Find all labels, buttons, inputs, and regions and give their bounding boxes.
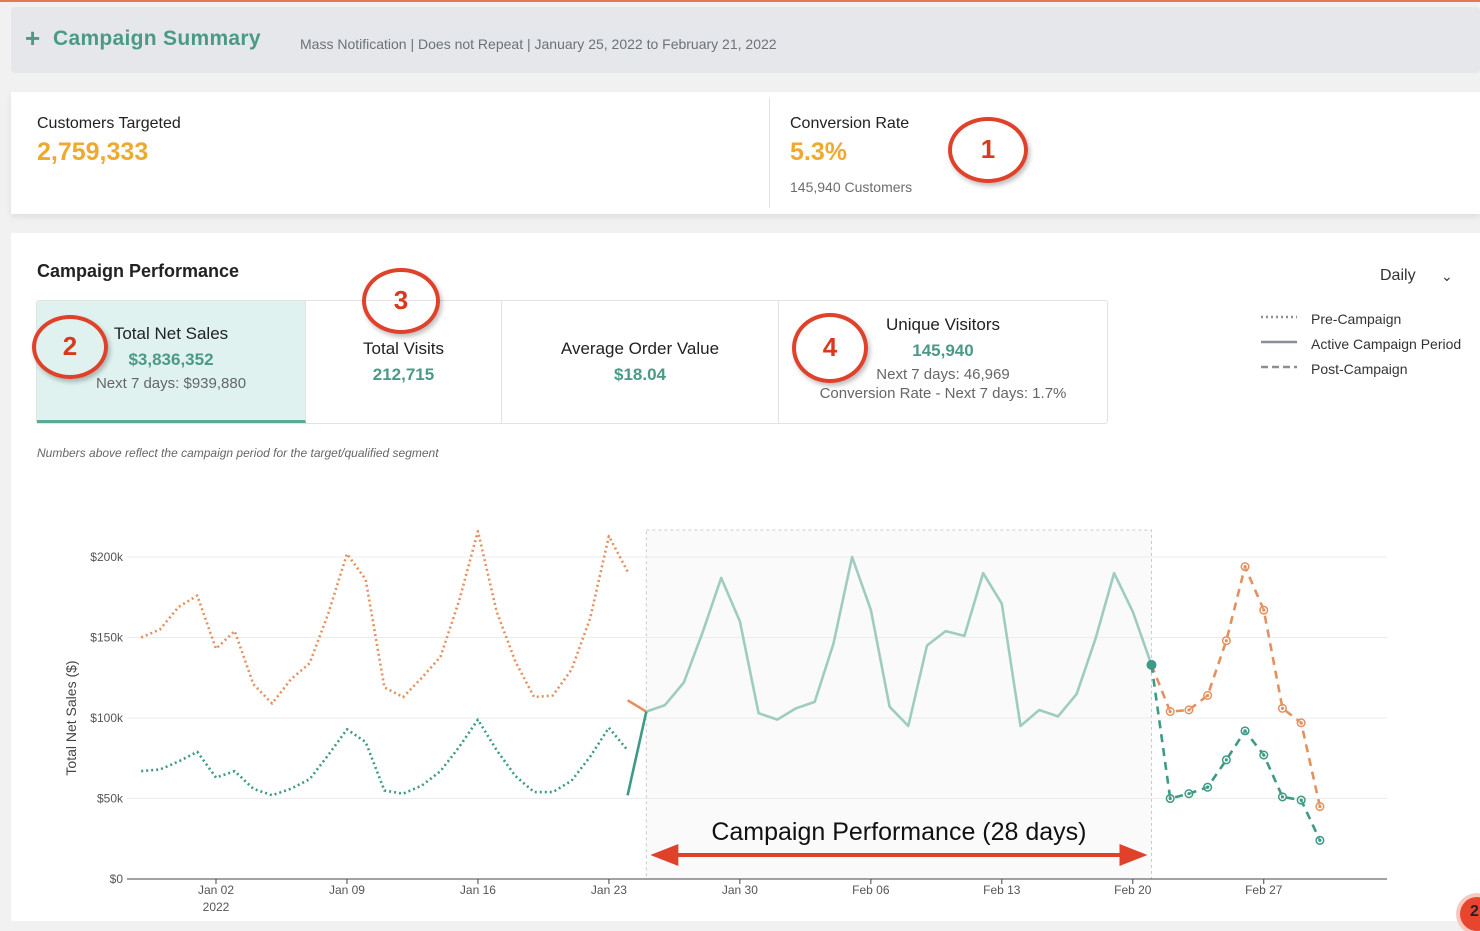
legend-label: Pre-Campaign	[1311, 311, 1402, 327]
series-point-center	[1262, 608, 1266, 612]
annotation-circle-3: 3	[362, 268, 440, 334]
tab-note-secondary: Conversion Rate - Next 7 days: 1.7%	[819, 385, 1067, 402]
tab-value: $3,836,352	[128, 350, 214, 369]
y-tick-label: $200k	[90, 550, 124, 564]
y-tick-label: $100k	[90, 711, 124, 725]
annotation-arrow-head-left	[650, 844, 679, 866]
series-point-center	[1280, 795, 1285, 799]
x-tick-label: Jan 02	[198, 883, 234, 897]
campaign-summary-header[interactable]: + Campaign Summary Mass Notification | D…	[11, 7, 1480, 73]
x-tick-label: Jan 09	[329, 883, 365, 897]
annotation-number: 1	[980, 134, 996, 164]
series-point-center	[1299, 721, 1303, 725]
performance-note: Numbers above reflect the campaign perio…	[37, 446, 439, 460]
tab-label: Unique Visitors	[885, 315, 1001, 334]
chevron-down-icon[interactable]: ⌄	[1441, 268, 1453, 284]
series-line-overall-post	[1150, 565, 1322, 807]
y-tick-label: $150k	[90, 631, 124, 645]
summary-divider	[769, 98, 770, 208]
y-tick-label: $0	[110, 872, 124, 886]
conversion-rate-label: Conversion Rate	[790, 115, 910, 132]
y-tick-label: $50k	[97, 792, 124, 806]
customers-targeted-label: Customers Targeted	[37, 115, 181, 132]
tab-average-order-value[interactable]: Average Order Value $18.04	[502, 301, 779, 423]
tab-label: Total Visits	[363, 339, 444, 358]
series-line-overall-active	[645, 555, 1153, 728]
series-point-center	[1187, 708, 1191, 712]
tab-note: Next 7 days: $939,880	[95, 375, 247, 392]
tab-label: Total Net Sales	[113, 324, 229, 343]
tab-value: 212,715	[372, 365, 435, 384]
customers-targeted-value: 2,759,333	[37, 138, 149, 166]
legend-label: Active Campaign Period	[1311, 336, 1462, 352]
badge-count: 2	[1470, 903, 1479, 920]
series-point-center	[1318, 804, 1322, 809]
annotation-number: 4	[822, 332, 838, 362]
legend-item-post-campaign[interactable]: Post-Campaign	[1261, 359, 1480, 379]
legend-item-pre-campaign[interactable]: Pre-Campaign	[1261, 309, 1480, 329]
series-point-center	[1262, 753, 1266, 757]
x-tick-label: Feb 13	[983, 883, 1021, 897]
metric-tabs: Total Net Sales $3,836,352 Next 7 days: …	[36, 300, 1108, 424]
tab-total-visits[interactable]: Total Visits 212,715	[306, 301, 502, 423]
annotation-number: 2	[62, 331, 78, 361]
series-point-center	[1168, 796, 1172, 801]
annotation-circle-4: 4	[792, 313, 868, 383]
series-line-targeted-pre	[141, 718, 629, 797]
tab-value: $18.04	[614, 365, 666, 384]
tab-label: Average Order Value	[560, 339, 720, 358]
plus-icon[interactable]: +	[25, 23, 41, 53]
page-title: Campaign Summary	[53, 27, 261, 50]
series-point	[1146, 659, 1157, 670]
campaign-annotation-text: Campaign Performance (28 days)	[711, 818, 1086, 846]
campaign-subtitle: Mass Notification | Does not Repeat | Ja…	[300, 36, 777, 52]
series-point-center	[1318, 838, 1322, 842]
series-point-center	[1280, 706, 1285, 710]
x-tick-label: Jan 16	[460, 883, 496, 897]
legend-label: Post-Campaign	[1311, 361, 1408, 377]
summary-card: Customers Targeted 2,759,333 Conversion …	[11, 92, 1480, 214]
x-tick-label: Feb 06	[852, 883, 890, 897]
series-line-overall-transition	[626, 699, 647, 713]
tab-note: Next 7 days: 46,969	[876, 366, 1010, 383]
series-point-center	[1299, 798, 1303, 802]
series-point-center	[1206, 785, 1210, 789]
x-tick-label: Jan 23	[591, 883, 627, 897]
series-point-center	[1187, 792, 1191, 796]
annotation-circle-1: 1	[948, 117, 1028, 183]
annotation-arrow-head-right	[1119, 844, 1148, 866]
series-line-targeted-transition	[626, 711, 648, 796]
series-point-center	[1168, 709, 1172, 714]
x-tick-label: Jan 30	[722, 883, 758, 897]
x-tick-label: Feb 27	[1245, 883, 1283, 897]
period-select[interactable]: Daily	[1380, 267, 1416, 284]
conversion-rate-value: 5.3%	[790, 138, 847, 166]
x-tick-label: Feb 20	[1114, 883, 1152, 897]
series-point-center	[1243, 729, 1247, 733]
series-line-overall-pre	[140, 529, 629, 705]
tab-value: 145,940	[912, 341, 974, 360]
tab-unique-visitors[interactable]: Unique Visitors 145,940 Next 7 days: 46,…	[779, 301, 1107, 423]
series-point-center	[1224, 639, 1228, 643]
annotation-circle-2: 2	[32, 315, 108, 379]
conversion-customers: 145,940 Customers	[790, 179, 913, 195]
legend-item-active-campaign[interactable]: Active Campaign Period	[1261, 334, 1480, 354]
series-line-targeted-post	[1150, 664, 1322, 841]
series-point-center	[1206, 693, 1210, 698]
y-axis-label: Total Net Sales ($)	[63, 660, 79, 775]
series-point-center	[1243, 565, 1247, 569]
performance-title: Campaign Performance	[37, 261, 240, 281]
series-point-center	[1224, 758, 1228, 762]
annotation-number: 3	[393, 285, 409, 315]
top-accent-line	[0, 0, 1480, 2]
notification-badge[interactable]: 2	[1460, 897, 1480, 931]
x-year-label: 2022	[203, 900, 230, 914]
